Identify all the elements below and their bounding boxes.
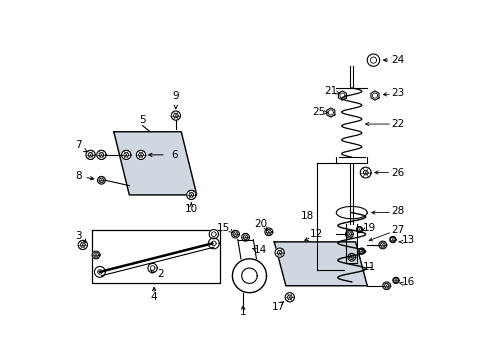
Polygon shape xyxy=(186,190,196,199)
Text: 17: 17 xyxy=(271,302,284,311)
Text: 21: 21 xyxy=(324,86,337,96)
Text: 27: 27 xyxy=(391,225,404,235)
Polygon shape xyxy=(358,248,364,254)
Text: 16: 16 xyxy=(401,277,414,287)
Polygon shape xyxy=(274,248,284,257)
Text: 11: 11 xyxy=(362,261,375,271)
Polygon shape xyxy=(356,226,362,233)
Text: 15: 15 xyxy=(217,223,230,233)
Polygon shape xyxy=(366,54,379,66)
Polygon shape xyxy=(241,233,249,241)
Text: 4: 4 xyxy=(150,292,157,302)
Polygon shape xyxy=(171,111,180,120)
Polygon shape xyxy=(389,237,395,243)
Text: 3: 3 xyxy=(75,231,81,241)
Polygon shape xyxy=(231,230,239,238)
Text: 8: 8 xyxy=(75,171,81,181)
Text: 9: 9 xyxy=(172,91,179,100)
Polygon shape xyxy=(232,259,266,293)
Text: 20: 20 xyxy=(254,219,267,229)
Text: 5: 5 xyxy=(139,115,145,125)
Polygon shape xyxy=(122,150,131,159)
Text: 13: 13 xyxy=(401,235,414,244)
Polygon shape xyxy=(338,91,346,100)
Polygon shape xyxy=(209,230,218,239)
Text: 23: 23 xyxy=(391,88,404,98)
Polygon shape xyxy=(274,242,366,286)
Text: 18: 18 xyxy=(300,211,314,221)
Polygon shape xyxy=(382,282,390,289)
Text: 24: 24 xyxy=(391,55,404,65)
Polygon shape xyxy=(78,240,87,249)
Polygon shape xyxy=(345,230,352,238)
Polygon shape xyxy=(360,167,370,178)
Polygon shape xyxy=(114,132,196,195)
Polygon shape xyxy=(136,150,145,159)
Polygon shape xyxy=(378,241,386,249)
Text: 7: 7 xyxy=(75,140,81,150)
Polygon shape xyxy=(392,277,398,283)
Polygon shape xyxy=(336,206,366,219)
Polygon shape xyxy=(285,293,294,302)
Text: 22: 22 xyxy=(391,119,404,129)
Polygon shape xyxy=(97,176,105,184)
Text: 2: 2 xyxy=(157,269,163,279)
Text: 26: 26 xyxy=(391,167,404,177)
Polygon shape xyxy=(326,108,334,117)
Text: 6: 6 xyxy=(171,150,178,160)
Polygon shape xyxy=(97,150,106,159)
Polygon shape xyxy=(347,253,355,261)
Text: 1: 1 xyxy=(240,307,246,317)
Text: 19: 19 xyxy=(362,223,375,233)
Polygon shape xyxy=(94,266,105,277)
Polygon shape xyxy=(208,238,219,249)
Polygon shape xyxy=(86,150,95,159)
Polygon shape xyxy=(264,228,272,236)
Text: 25: 25 xyxy=(312,108,325,117)
Polygon shape xyxy=(370,91,378,100)
Text: 10: 10 xyxy=(184,204,198,214)
Text: 14: 14 xyxy=(253,244,266,255)
Polygon shape xyxy=(92,251,100,259)
Text: 28: 28 xyxy=(391,206,404,216)
Text: 12: 12 xyxy=(309,229,323,239)
Polygon shape xyxy=(148,264,157,273)
